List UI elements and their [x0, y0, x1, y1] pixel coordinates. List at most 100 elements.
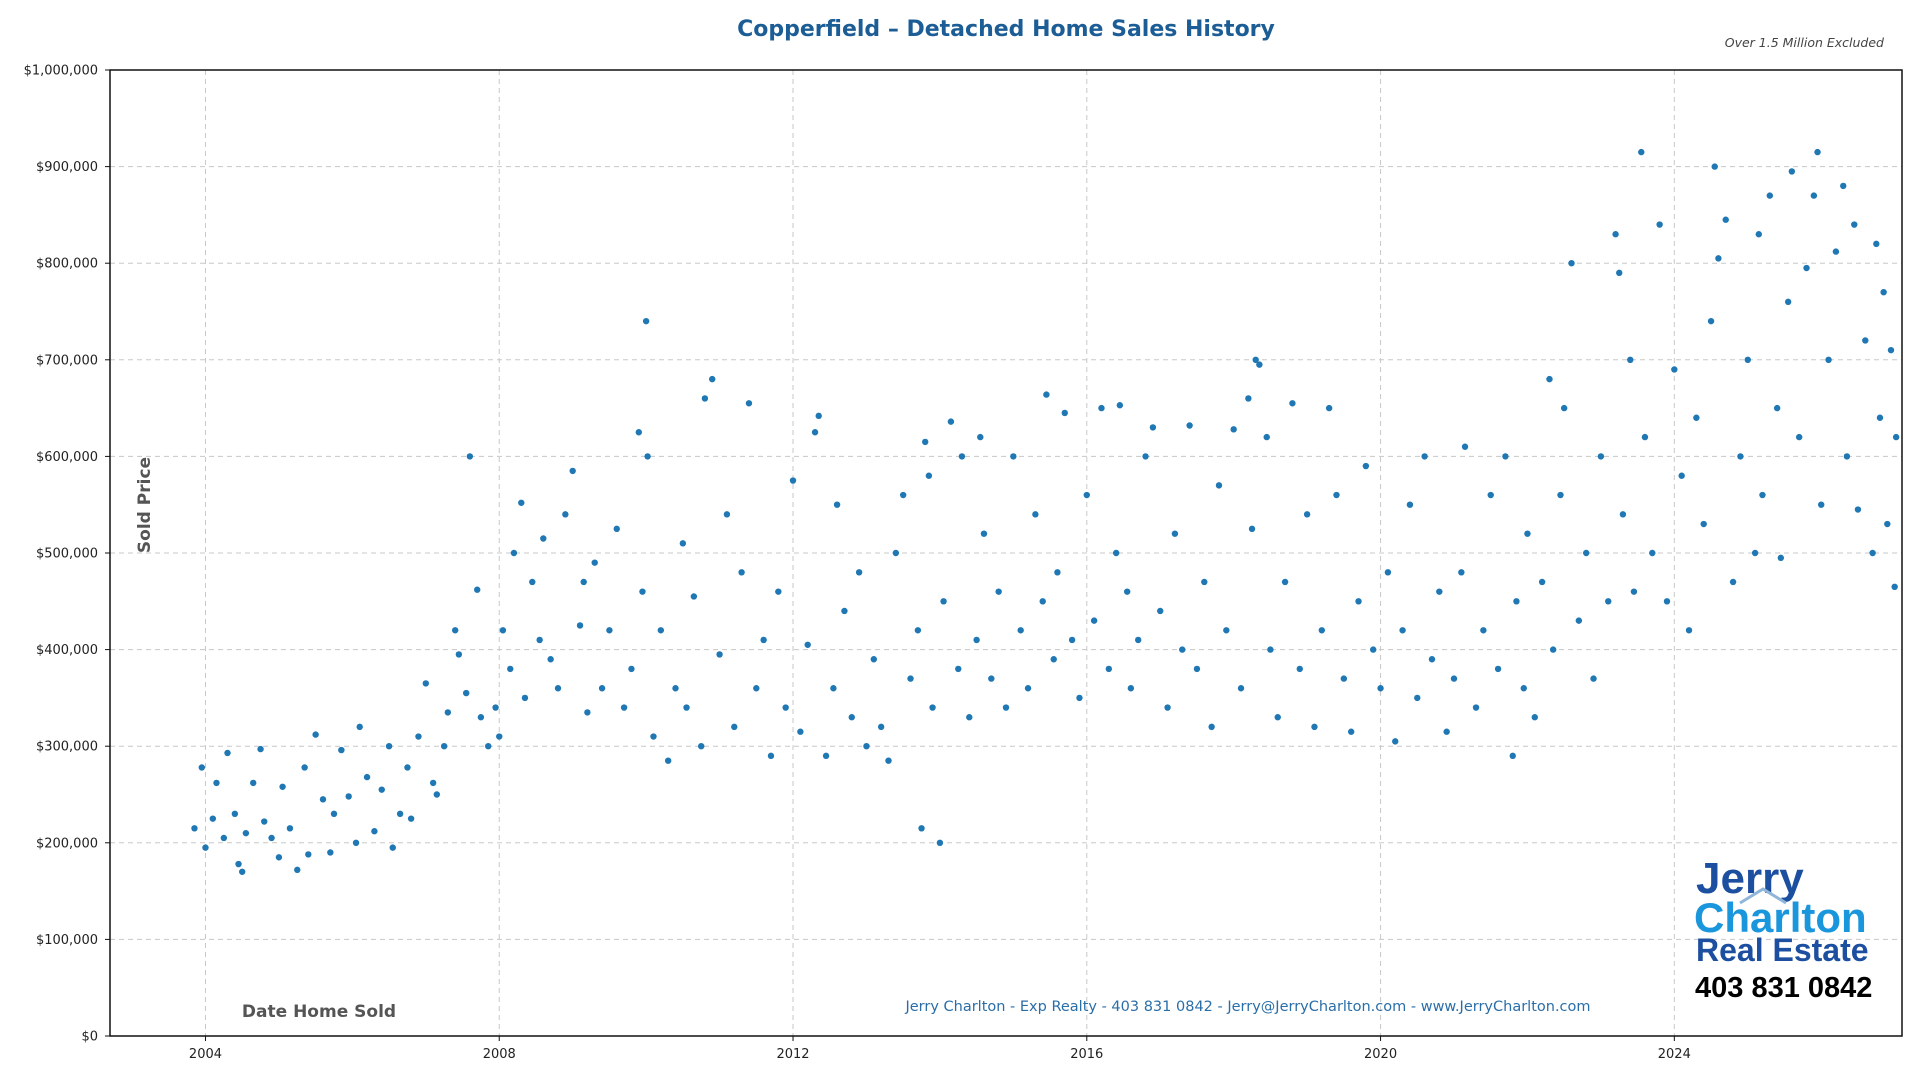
- data-point: [440, 743, 448, 750]
- chart-title: Copperfield – Detached Home Sales Histor…: [737, 17, 1275, 42]
- data-point: [1149, 424, 1157, 431]
- data-point: [1201, 578, 1208, 586]
- data-point: [914, 627, 922, 634]
- y-tick-label: $0: [81, 1030, 98, 1045]
- data-point: [1123, 588, 1131, 595]
- data-point: [1414, 694, 1421, 702]
- data-point: [1513, 598, 1520, 605]
- data-point: [1803, 264, 1810, 272]
- data-point: [1223, 627, 1230, 634]
- data-point: [1303, 511, 1311, 518]
- data-point: [892, 549, 900, 557]
- x-tick-label: 2016: [1070, 1047, 1103, 1062]
- logo-real-estate: Real Estate: [1696, 932, 1869, 968]
- data-point: [462, 689, 470, 697]
- data-point: [1880, 288, 1887, 296]
- data-point: [885, 757, 892, 764]
- data-point: [598, 685, 606, 692]
- data-point: [286, 825, 294, 832]
- y-axis: $0 $100,000 $200,000 $300,000 $400,000 $500,0…: [24, 64, 110, 1045]
- data-point: [1854, 506, 1862, 513]
- data-point: [1256, 361, 1263, 368]
- data-point: [1707, 317, 1715, 325]
- data-point: [268, 834, 275, 842]
- x-axis: 2004 2008 2012 2016 2020 2024: [189, 1036, 1691, 1062]
- data-point: [1597, 453, 1605, 460]
- data-point: [198, 764, 206, 771]
- data-point: [767, 752, 775, 760]
- data-point: [444, 709, 452, 716]
- data-point: [345, 793, 352, 800]
- data-point: [554, 685, 562, 692]
- data-point: [1755, 231, 1762, 238]
- data-point: [1884, 520, 1891, 528]
- x-axis-label: Date Home Sold: [242, 1002, 396, 1022]
- data-point: [657, 627, 665, 634]
- data-point: [1384, 569, 1392, 576]
- data-point: [870, 656, 878, 663]
- data-point: [338, 746, 345, 754]
- data-point: [1362, 462, 1370, 470]
- x-tick-label: 2012: [776, 1047, 809, 1062]
- data-point: [220, 834, 228, 842]
- data-point: [907, 675, 914, 682]
- data-point: [789, 477, 797, 484]
- data-point: [1333, 491, 1340, 499]
- data-point: [257, 745, 264, 753]
- data-point: [275, 854, 283, 861]
- data-point: [1524, 530, 1531, 537]
- data-point: [213, 779, 220, 787]
- data-point: [1325, 404, 1333, 412]
- data-points: [191, 148, 1900, 875]
- grid-lines: [110, 70, 1902, 1036]
- y-tick-label: $900,000: [36, 160, 98, 175]
- data-point: [1252, 356, 1259, 363]
- data-point: [980, 530, 988, 537]
- data-point: [1612, 231, 1619, 238]
- data-point: [922, 438, 929, 446]
- data-point: [1509, 752, 1516, 760]
- data-point: [1810, 192, 1818, 199]
- data-point: [899, 491, 907, 499]
- data-point: [613, 525, 620, 533]
- data-point: [521, 694, 529, 702]
- data-point: [385, 743, 393, 750]
- data-point: [1773, 404, 1781, 412]
- data-point: [279, 783, 286, 790]
- data-point: [664, 757, 672, 764]
- data-point: [407, 815, 415, 822]
- data-point: [1263, 433, 1270, 441]
- data-point: [1671, 366, 1678, 373]
- data-point: [1759, 491, 1766, 499]
- data-point: [294, 866, 301, 874]
- data-point: [1421, 453, 1428, 460]
- logo-phone: 403 831 0842: [1695, 972, 1872, 1004]
- data-point: [1619, 511, 1627, 518]
- data-point: [330, 810, 338, 818]
- data-point: [1840, 182, 1847, 190]
- data-point: [1090, 617, 1098, 624]
- data-point: [642, 317, 650, 325]
- y-axis-label: Sold Price: [135, 457, 155, 553]
- data-point: [540, 535, 547, 542]
- data-point: [1370, 646, 1377, 653]
- data-point: [833, 501, 841, 508]
- data-point: [518, 499, 525, 506]
- data-point: [925, 472, 933, 479]
- data-point: [562, 511, 569, 518]
- data-point: [1428, 656, 1436, 663]
- y-tick-label: $300,000: [36, 740, 98, 755]
- data-point: [804, 641, 811, 648]
- data-point: [507, 665, 514, 673]
- data-point: [701, 395, 709, 402]
- y-tick-label: $100,000: [36, 933, 98, 948]
- data-point: [261, 818, 268, 825]
- data-point: [529, 578, 536, 586]
- data-point: [1083, 491, 1090, 499]
- data-point: [404, 764, 411, 771]
- data-point: [1164, 704, 1171, 711]
- data-point: [731, 723, 738, 731]
- data-point: [1392, 738, 1399, 745]
- data-point: [235, 860, 242, 868]
- data-point: [1575, 617, 1583, 624]
